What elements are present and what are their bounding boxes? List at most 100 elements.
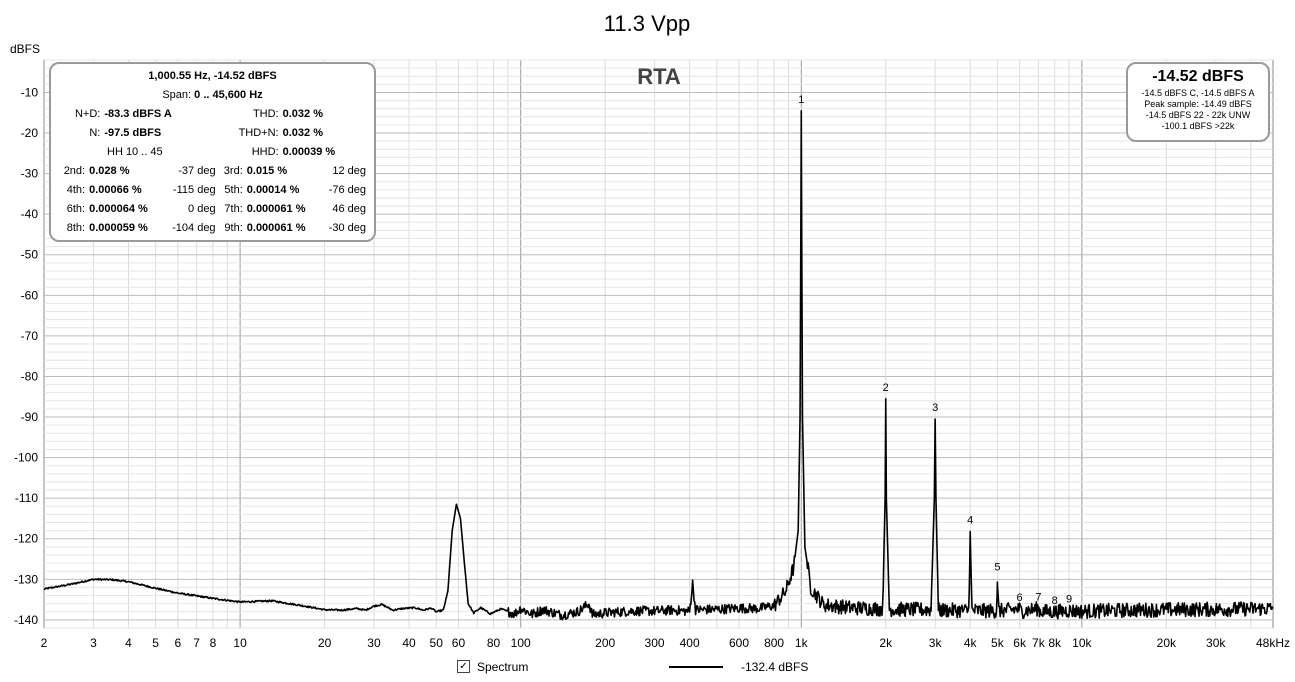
harmonic-l1: 4th: xyxy=(66,183,86,196)
y-tick-label: -30 xyxy=(21,167,39,181)
y-tick-label: -60 xyxy=(21,288,39,302)
x-tick-label: 8 xyxy=(210,636,217,650)
x-tick-label: 80 xyxy=(487,636,501,650)
harmonic-l1: 6th: xyxy=(66,202,86,215)
x-tick-label: 5 xyxy=(152,636,159,650)
thdn-value: 0.032 % xyxy=(282,126,323,139)
harmonic-marker-3: 3 xyxy=(932,402,938,414)
spectrum-checkbox[interactable]: ✓ xyxy=(457,660,470,673)
harmonic-d2: -30 deg xyxy=(328,221,366,234)
y-tick-label: -110 xyxy=(15,491,38,505)
harmonic-row: 8th: 0.000059 % -104 deg 9th: 0.000061 % -30 … xyxy=(57,218,368,237)
x-tick-label: 600 xyxy=(729,636,749,650)
harmonic-v2: 0.00014 % xyxy=(246,183,300,196)
nd-label: N+D: xyxy=(74,107,101,120)
legend-line-swatch xyxy=(669,666,723,668)
harmonic-l1: 2nd: xyxy=(63,164,86,177)
x-tick-label: 7k xyxy=(1032,636,1046,650)
x-tick-label: 100 xyxy=(511,636,531,650)
harmonic-marker-9: 9 xyxy=(1066,594,1072,606)
x-tick-label: 4k xyxy=(964,636,978,650)
harmonic-marker-1: 1 xyxy=(798,94,804,106)
harmonic-v2: 0.000061 % xyxy=(246,221,306,234)
peak-line-2: Peak sample: -14.49 dBFS xyxy=(1144,99,1252,109)
y-tick-label: -140 xyxy=(14,613,38,627)
harmonic-d1: 0 deg xyxy=(188,202,216,215)
x-tick-label: 5k xyxy=(991,636,1005,650)
thdn-label: THD+N: xyxy=(238,126,279,139)
x-tick-label: 3 xyxy=(90,636,97,650)
x-tick-labels: 2 3 4 5 6 7 8 10 20 30 40 50 60 80 100 200 300 400 600 800 1… xyxy=(41,636,1290,650)
cursor-value: -132.4 dBFS xyxy=(741,660,809,674)
stats-header: 1,000.55 Hz, -14.52 dBFS xyxy=(148,69,277,82)
thd-label: THD: xyxy=(252,107,279,120)
harmonic-v1: 0.028 % xyxy=(89,164,130,177)
chart-title: 11.3 Vpp xyxy=(604,11,690,36)
x-tick-label: 2k xyxy=(879,636,893,650)
harmonic-l2: 5th: xyxy=(224,183,243,196)
harmonic-d1: -37 deg xyxy=(178,164,216,177)
harmonic-d2: 12 deg xyxy=(332,164,366,177)
y-tick-label: -80 xyxy=(21,369,39,383)
harmonic-marker-2: 2 xyxy=(883,382,889,394)
x-tick-label: 20 xyxy=(318,636,332,650)
harmonic-v1: 0.000064 % xyxy=(89,202,148,215)
x-tick-label: 3k xyxy=(929,636,943,650)
x-tick-label: 8k xyxy=(1048,636,1062,650)
harmonic-l2: 3rd: xyxy=(223,164,243,177)
x-tick-label: 30k xyxy=(1206,636,1226,650)
y-tick-labels: -10 -20 -30 -40 -50 -60 -70 -80 -90 -100 -110 -120 -… xyxy=(14,85,38,626)
x-tick-label: 30 xyxy=(367,636,381,650)
legend: ✓ Spectrum -132.4 dBFS xyxy=(455,658,875,678)
harmonic-v2: 0.000061 % xyxy=(246,202,306,215)
y-tick-label: -70 xyxy=(21,329,39,343)
x-tick-label: 7 xyxy=(193,636,200,650)
harmonic-d1: -115 deg xyxy=(172,183,216,196)
nd-value: -83.3 dBFS A xyxy=(104,107,172,120)
harmonic-marker-8: 8 xyxy=(1052,595,1058,607)
harmonic-row: 4th: 0.00066 % -115 deg 5th: 0.00014 % -76 de… xyxy=(57,180,368,199)
rta-watermark: RTA xyxy=(637,64,681,89)
harmonic-row: 2nd: 0.028 % -37 deg 3rd: 0.015 % 12 deg xyxy=(57,161,368,180)
hhd-value: 0.00039 % xyxy=(282,145,336,158)
span-value: 0 .. 45,600 Hz xyxy=(194,88,263,101)
harmonic-v1: 0.000059 % xyxy=(89,221,148,234)
legend-series-label: Spectrum xyxy=(477,660,529,674)
x-tick-label: 800 xyxy=(764,636,784,650)
span-row: Span: 0 .. 45,600 Hz xyxy=(162,88,263,101)
x-tick-label: 300 xyxy=(645,636,665,650)
y-tick-label: -40 xyxy=(21,207,39,221)
x-tick-label: 48kHz xyxy=(1256,636,1290,650)
stats-panel: 1,000.55 Hz, -14.52 dBFS Span: 0 .. 45,6… xyxy=(49,62,376,242)
peak-line-3: -14.5 dBFS 22 - 22k UNW xyxy=(1145,110,1251,120)
thd-value: 0.032 % xyxy=(282,107,323,120)
y-axis-label: dBFS xyxy=(10,42,40,56)
peak-value: -14.52 dBFS xyxy=(1152,68,1244,85)
harmonic-l2: 7th: xyxy=(224,202,243,215)
harmonics-table: 2nd: 0.028 % -37 deg 3rd: 0.015 % 12 deg 4th: 0… xyxy=(57,161,368,237)
harmonic-d2: -76 deg xyxy=(328,183,366,196)
peak-line-1: -14.5 dBFS C, -14.5 dBFS A xyxy=(1141,88,1255,98)
x-tick-label: 4 xyxy=(125,636,132,650)
y-tick-label: -100 xyxy=(14,451,38,465)
x-tick-label: 1k xyxy=(795,636,809,650)
peak-line-4: -100.1 dBFS >22k xyxy=(1161,121,1235,131)
y-tick-label: -90 xyxy=(21,410,39,424)
hh-label: HH 10 .. 45 xyxy=(107,145,163,158)
harmonic-v1: 0.00066 % xyxy=(89,183,142,196)
hhd-label: HHD: xyxy=(251,145,279,158)
harmonic-marker-4: 4 xyxy=(967,514,973,526)
x-tick-label: 6 xyxy=(175,636,182,650)
harmonic-l2: 9th: xyxy=(224,221,243,234)
spectrum-curve-group xyxy=(43,110,1274,621)
harmonic-row: 6th: 0.000064 % 0 deg 7th: 0.000061 % 46 deg xyxy=(57,199,368,218)
y-tick-label: -130 xyxy=(14,572,38,586)
x-tick-label: 10k xyxy=(1072,636,1092,650)
y-tick-label: -50 xyxy=(21,248,39,262)
n-label: N: xyxy=(89,126,101,139)
n-value: -97.5 dBFS xyxy=(104,126,162,139)
x-tick-label: 2 xyxy=(41,636,48,650)
harmonic-l1: 8th: xyxy=(66,221,86,234)
harmonic-marker-5: 5 xyxy=(994,562,1000,574)
